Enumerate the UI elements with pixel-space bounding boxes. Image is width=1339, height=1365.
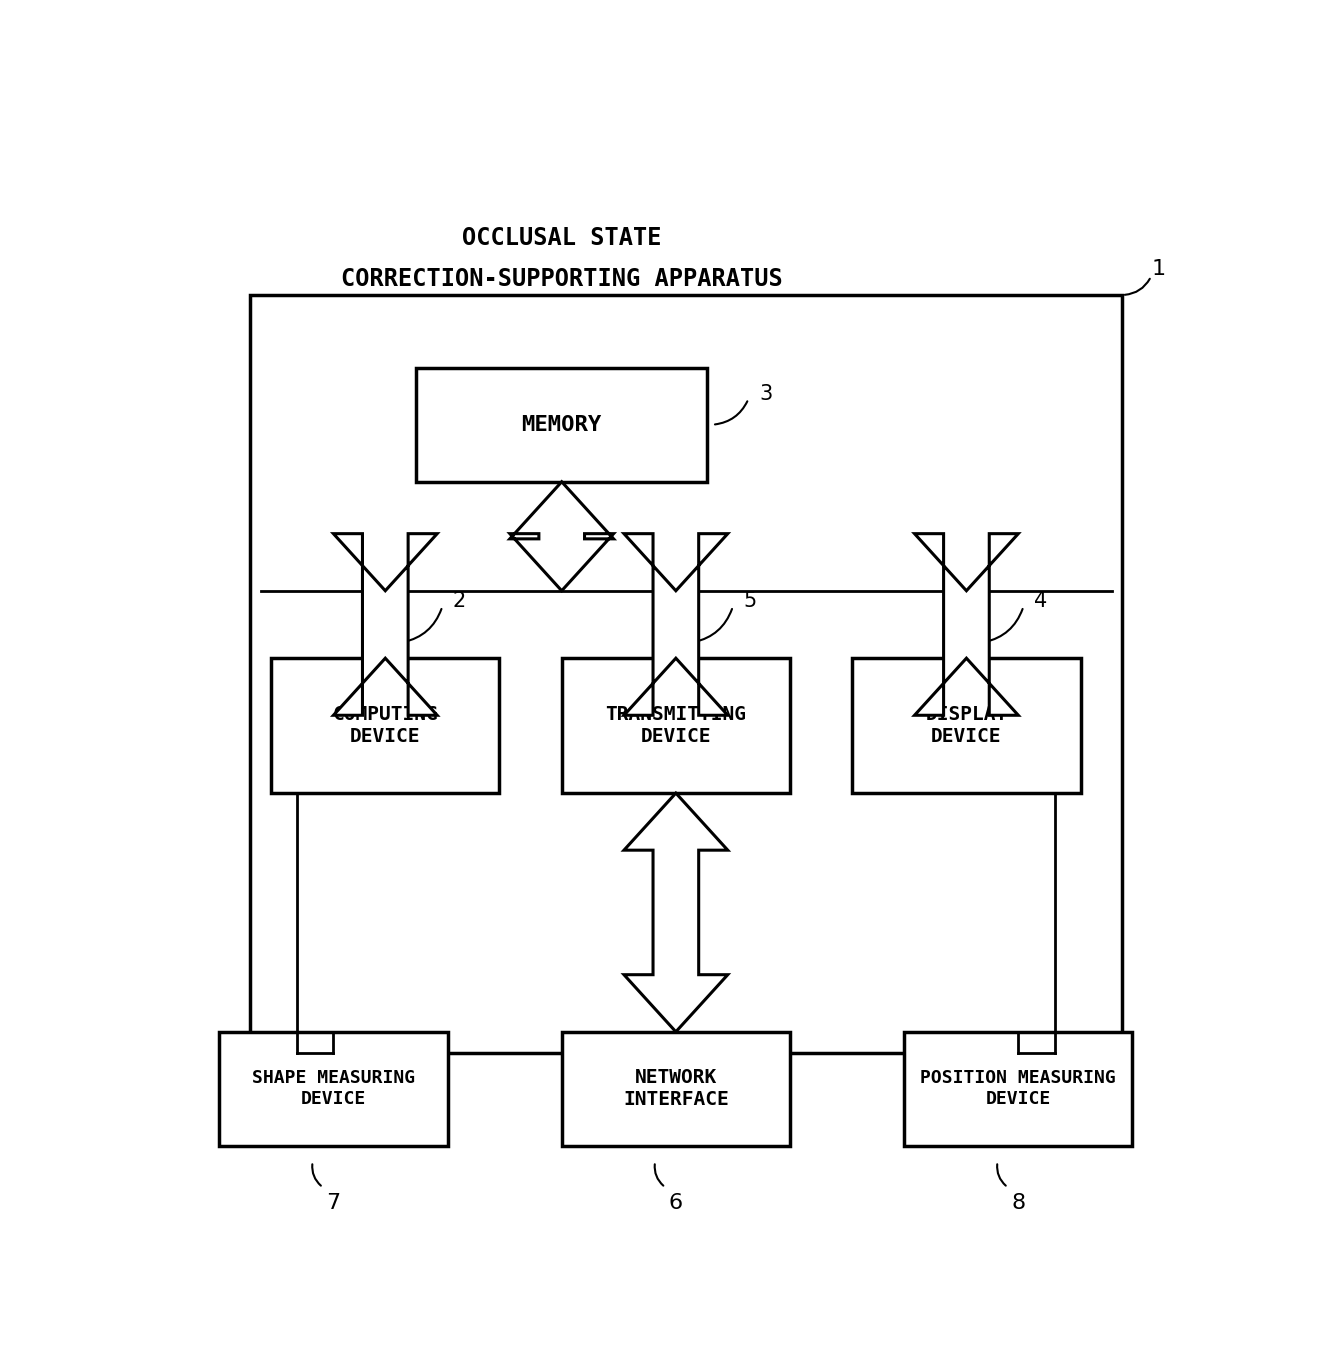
Bar <box>562 658 790 793</box>
Polygon shape <box>510 482 613 591</box>
Text: 4: 4 <box>1034 591 1047 612</box>
Text: 2: 2 <box>453 591 466 612</box>
Bar <box>250 295 1122 1052</box>
Text: OCCLUSAL STATE: OCCLUSAL STATE <box>462 227 661 250</box>
Text: 3: 3 <box>759 384 773 404</box>
Bar <box>272 658 499 793</box>
Text: 8: 8 <box>1011 1193 1026 1213</box>
Polygon shape <box>915 534 1019 715</box>
Text: 6: 6 <box>668 1193 683 1213</box>
Text: 7: 7 <box>327 1193 340 1213</box>
Text: POSITION MEASURING
DEVICE: POSITION MEASURING DEVICE <box>920 1069 1117 1108</box>
Bar <box>853 658 1081 793</box>
Text: TRANSMITTING
DEVICE: TRANSMITTING DEVICE <box>605 706 746 747</box>
Text: 1: 1 <box>1152 259 1165 278</box>
Polygon shape <box>624 793 728 1032</box>
Text: NETWORK
INTERFACE: NETWORK INTERFACE <box>623 1069 728 1110</box>
Text: CORRECTION-SUPPORTING APPARATUS: CORRECTION-SUPPORTING APPARATUS <box>341 268 782 291</box>
Text: 5: 5 <box>743 591 757 612</box>
Text: COMPUTING
DEVICE: COMPUTING DEVICE <box>332 706 438 747</box>
Bar <box>562 1032 790 1147</box>
Bar <box>416 367 707 482</box>
Bar <box>904 1032 1133 1147</box>
Polygon shape <box>624 534 728 715</box>
Text: SHAPE MEASURING
DEVICE: SHAPE MEASURING DEVICE <box>252 1069 415 1108</box>
Text: MEMORY: MEMORY <box>522 415 601 434</box>
Text: DISPLAY
DEVICE: DISPLAY DEVICE <box>925 706 1007 747</box>
Polygon shape <box>333 534 438 715</box>
Bar <box>220 1032 447 1147</box>
